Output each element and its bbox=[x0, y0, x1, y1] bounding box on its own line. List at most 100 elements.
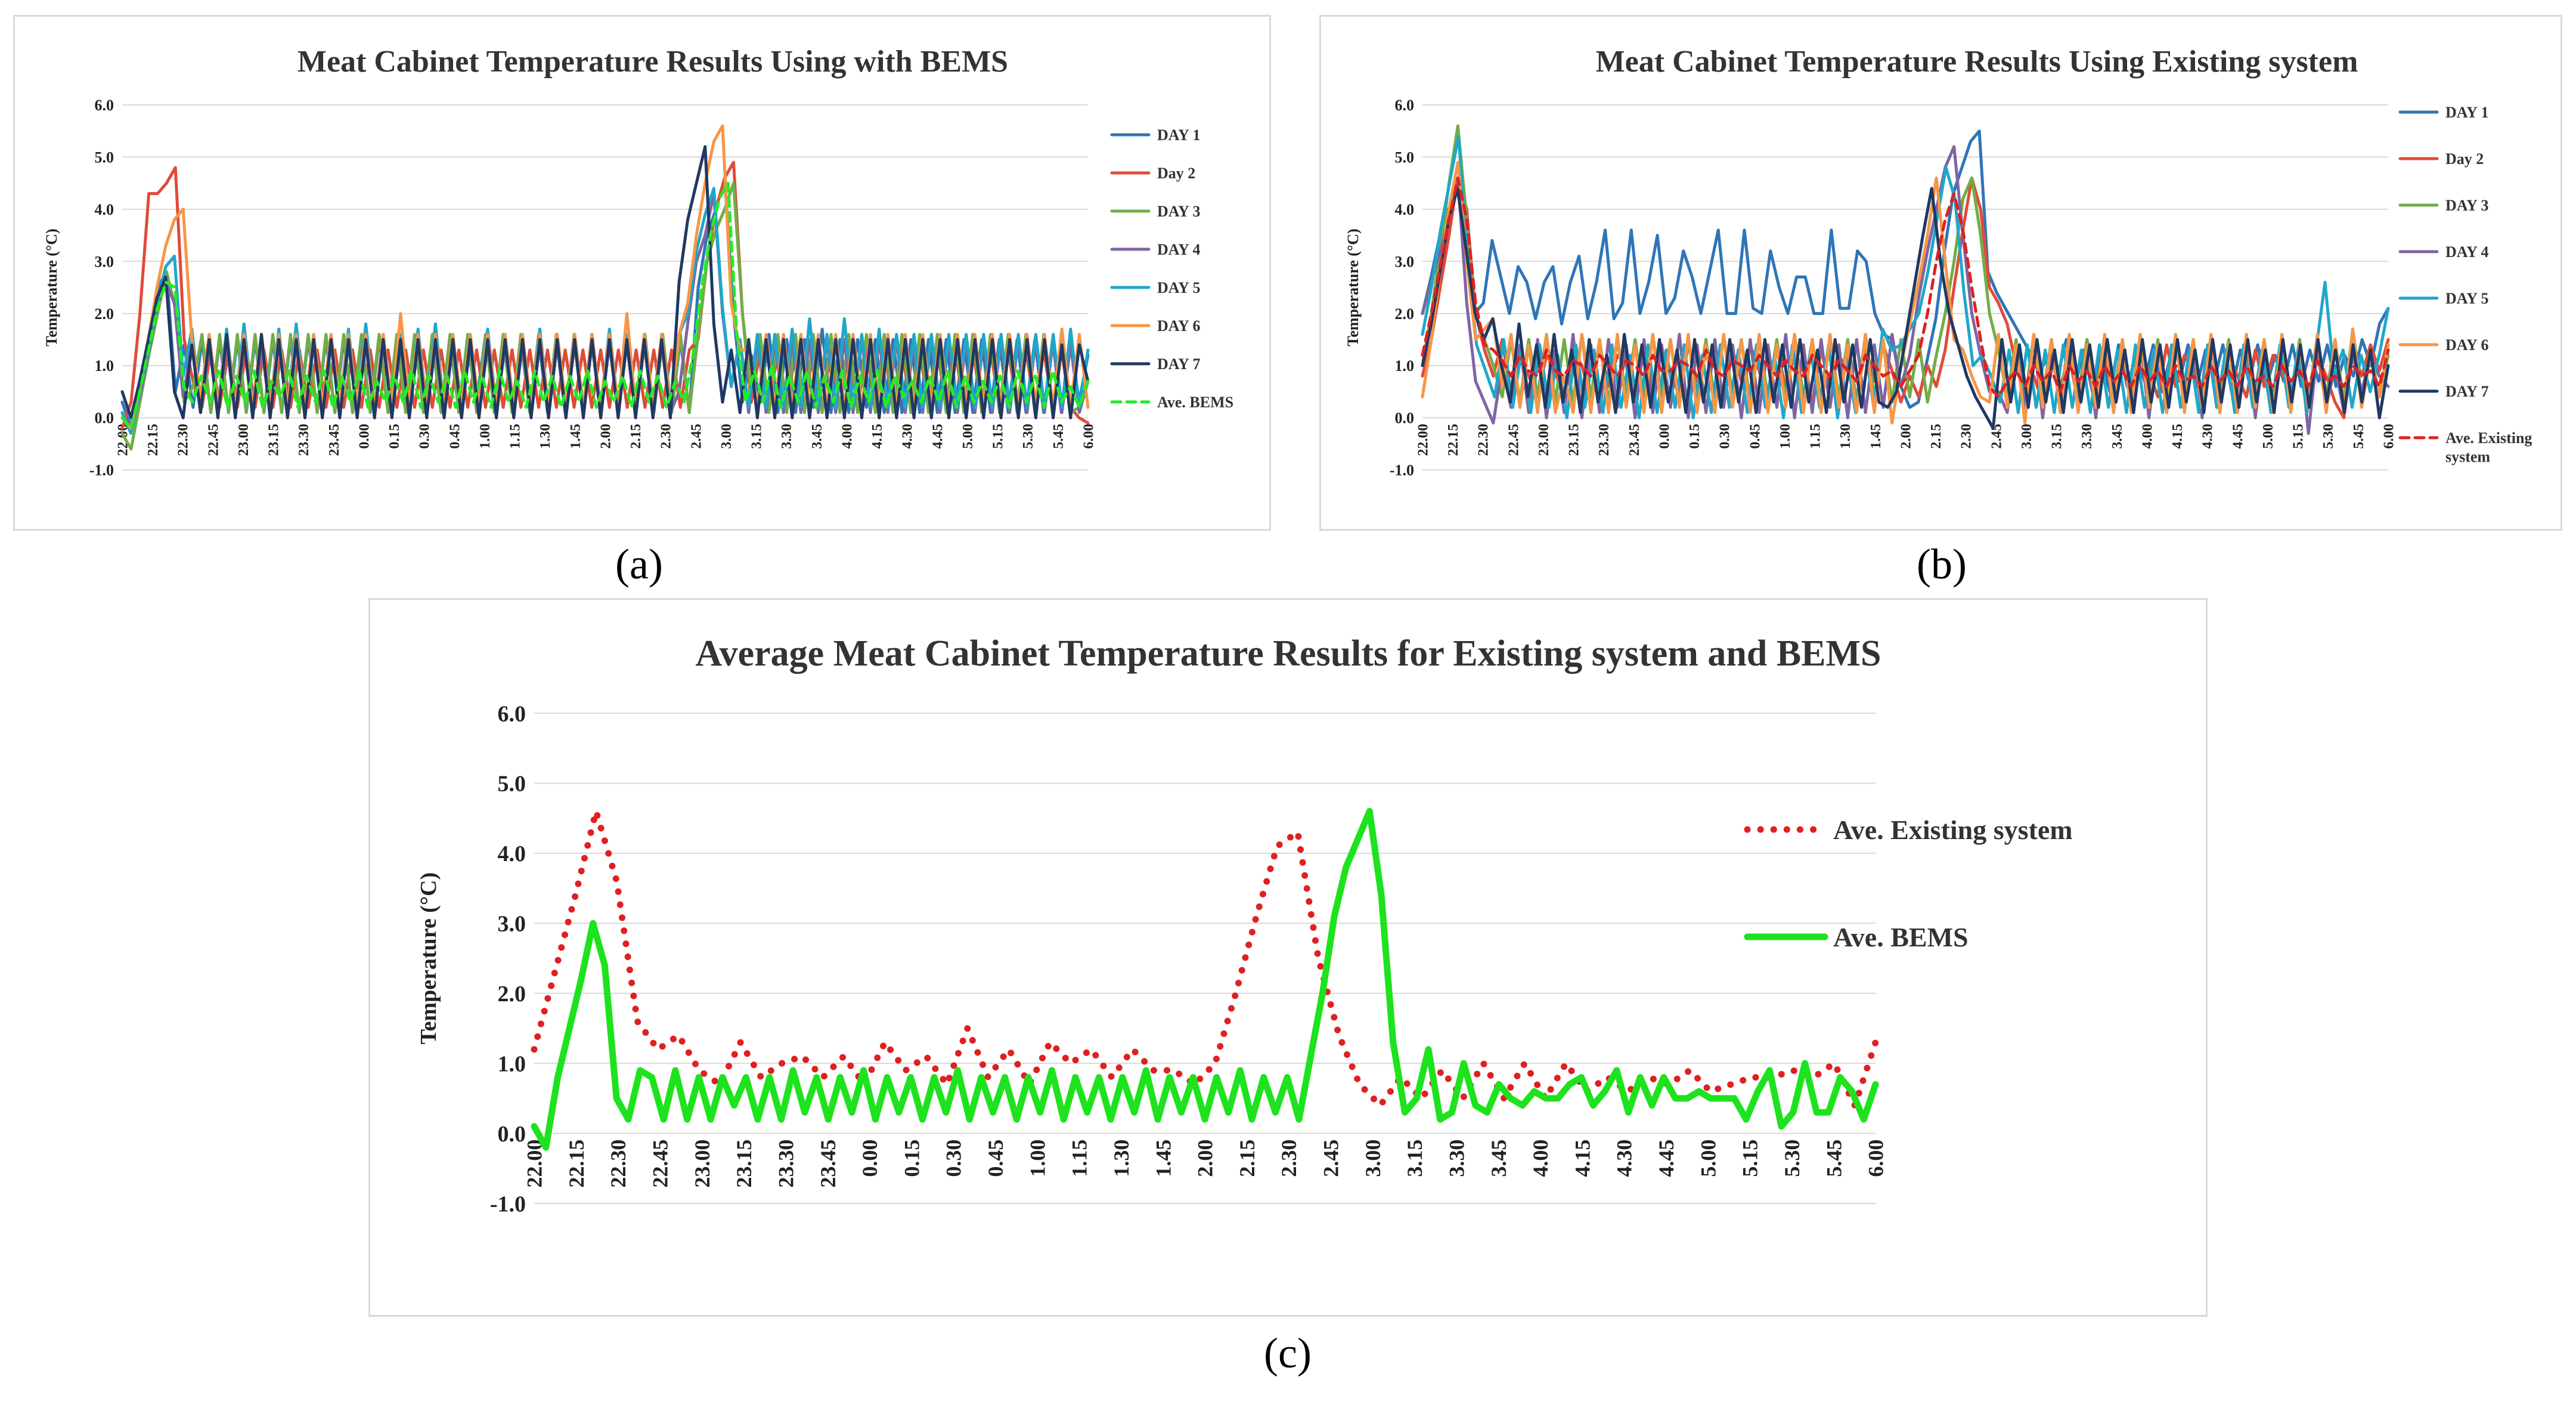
x-tick-label: 22.45 bbox=[1506, 424, 1521, 456]
x-tick-label: 0.00 bbox=[357, 424, 372, 449]
x-tick-label: 0.00 bbox=[858, 1140, 882, 1177]
legend-label: DAY 5 bbox=[2445, 290, 2488, 307]
x-tick-label: 1.00 bbox=[478, 424, 493, 449]
x-tick-label: 0.00 bbox=[1657, 424, 1672, 449]
x-tick-label: 3.15 bbox=[1403, 1140, 1427, 1177]
chart-panel-b: Meat Cabinet Temperature Results Using E… bbox=[1319, 15, 2562, 531]
x-tick-label: 5.45 bbox=[1822, 1140, 1846, 1177]
y-tick-label: 2.0 bbox=[1395, 305, 1415, 323]
legend-label: Day 2 bbox=[2445, 150, 2484, 168]
chart-a-svg: Meat Cabinet Temperature Results Using w… bbox=[43, 45, 1233, 479]
y-tick-label: 2.0 bbox=[95, 305, 114, 323]
x-tick-label: 2.30 bbox=[659, 424, 674, 449]
x-tick-label: 0.30 bbox=[1718, 424, 1733, 449]
y-tick-label: 6.0 bbox=[95, 97, 114, 114]
legend-label: Ave. BEMS bbox=[1157, 394, 1233, 411]
x-tick-label: 23.00 bbox=[1536, 424, 1552, 456]
legend-label: system bbox=[2445, 448, 2490, 465]
x-tick-label: 22.45 bbox=[206, 424, 221, 456]
x-tick-label: 1.30 bbox=[538, 424, 553, 449]
series-line-ave-bems bbox=[120, 181, 1090, 430]
chart-title: Average Meat Cabinet Temperature Results… bbox=[695, 633, 1881, 674]
chart-title: Meat Cabinet Temperature Results Using w… bbox=[297, 45, 1008, 79]
x-tick-label: 23.30 bbox=[296, 424, 312, 456]
x-tick-label: 22.00 bbox=[1415, 424, 1431, 456]
x-tick-label: 3.30 bbox=[1444, 1140, 1468, 1177]
legend-label: DAY 3 bbox=[1157, 203, 1200, 220]
x-tick-label: 0.15 bbox=[387, 424, 402, 449]
x-tick-label: 5.00 bbox=[2261, 424, 2276, 449]
x-tick-label: 1.15 bbox=[1068, 1140, 1092, 1177]
y-tick-label: -1.0 bbox=[1390, 462, 1414, 479]
legend-label: DAY 4 bbox=[1157, 241, 1200, 258]
x-tick-label: 5.45 bbox=[2351, 424, 2367, 449]
series-line-day-3 bbox=[120, 181, 1090, 451]
legend-label: DAY 4 bbox=[2445, 243, 2488, 261]
x-tick-label: 1.45 bbox=[1151, 1140, 1175, 1177]
x-tick-label: 5.15 bbox=[991, 424, 1006, 449]
y-tick-label: 1.0 bbox=[498, 1051, 526, 1076]
x-tick-label: 4.15 bbox=[870, 424, 885, 449]
x-tick-label: 5.30 bbox=[1021, 424, 1036, 449]
x-tick-label: 0.45 bbox=[447, 424, 463, 449]
x-tick-label: 3.30 bbox=[779, 424, 795, 449]
x-tick-label: 4.15 bbox=[2170, 424, 2186, 449]
x-tick-label: 3.15 bbox=[749, 424, 765, 449]
y-tick-label: -1.0 bbox=[490, 1191, 526, 1217]
x-tick-label: 22.30 bbox=[176, 424, 191, 456]
x-tick-label: 23.30 bbox=[774, 1140, 798, 1188]
y-tick-label: 4.0 bbox=[498, 841, 526, 866]
x-tick-label: 5.00 bbox=[960, 424, 976, 449]
x-tick-label: 22.30 bbox=[606, 1140, 630, 1188]
x-tick-label: 2.15 bbox=[1929, 424, 1944, 449]
series-line-day-7 bbox=[120, 145, 1090, 420]
x-tick-label: 6.00 bbox=[1081, 424, 1096, 449]
x-tick-label: 4.15 bbox=[1570, 1140, 1594, 1177]
x-tick-label: 3.30 bbox=[2079, 424, 2095, 449]
chart-title: Meat Cabinet Temperature Results Using E… bbox=[1596, 45, 2358, 79]
x-tick-label: 1.00 bbox=[1025, 1140, 1049, 1177]
y-tick-label: 5.0 bbox=[95, 149, 114, 166]
x-tick-label: 2.00 bbox=[1898, 424, 1914, 449]
x-tick-label: 22.45 bbox=[649, 1140, 672, 1188]
x-tick-label: 3.45 bbox=[810, 424, 825, 449]
x-tick-label: 4.30 bbox=[1613, 1140, 1636, 1177]
y-tick-label: 3.0 bbox=[95, 253, 114, 270]
y-tick-label: 0.0 bbox=[1395, 410, 1415, 427]
x-tick-label: 6.00 bbox=[1864, 1140, 1888, 1177]
legend-label: Ave. BEMS bbox=[1833, 922, 1969, 952]
y-tick-label: 0.0 bbox=[498, 1122, 526, 1147]
x-tick-label: 22.15 bbox=[145, 424, 161, 456]
x-tick-label: 3.45 bbox=[1487, 1140, 1511, 1177]
x-tick-label: 4.45 bbox=[930, 424, 946, 449]
legend-label: DAY 6 bbox=[1157, 317, 1200, 335]
x-tick-label: 1.30 bbox=[1109, 1140, 1133, 1177]
legend-label: DAY 7 bbox=[2445, 383, 2488, 400]
legend-label: DAY 1 bbox=[1157, 126, 1200, 144]
x-tick-label: 2.45 bbox=[1319, 1140, 1343, 1177]
x-tick-label: 2.00 bbox=[598, 424, 613, 449]
chart-panel-a: Meat Cabinet Temperature Results Using w… bbox=[13, 15, 1271, 531]
series-line-ave-bems bbox=[531, 807, 1879, 1151]
chart-c-svg: Average Meat Cabinet Temperature Results… bbox=[416, 633, 2073, 1217]
y-tick-label: 4.0 bbox=[1395, 201, 1415, 218]
legend-label: DAY 3 bbox=[2445, 197, 2488, 214]
y-axis-label: Temperature (°C) bbox=[43, 228, 60, 346]
x-tick-label: 2.15 bbox=[1235, 1140, 1259, 1177]
y-axis-label: Temperature (°C) bbox=[1344, 228, 1362, 346]
x-tick-label: 2.45 bbox=[689, 424, 704, 449]
x-tick-label: 4.00 bbox=[2140, 424, 2155, 449]
y-tick-label: 5.0 bbox=[498, 772, 526, 797]
x-tick-label: 3.15 bbox=[2050, 424, 2065, 449]
x-tick-label: 5.15 bbox=[2291, 424, 2307, 449]
legend-label: DAY 1 bbox=[2445, 104, 2488, 121]
y-tick-label: 0.0 bbox=[95, 410, 114, 427]
y-tick-label: 2.0 bbox=[498, 982, 526, 1007]
x-tick-label: 3.00 bbox=[1361, 1140, 1385, 1177]
x-tick-label: 0.15 bbox=[1687, 424, 1703, 449]
x-tick-label: 4.30 bbox=[900, 424, 916, 449]
x-tick-label: 0.45 bbox=[1747, 424, 1763, 449]
legend-label: Ave. Existing system bbox=[1833, 815, 2073, 845]
y-tick-label: 1.0 bbox=[1395, 357, 1415, 375]
x-tick-label: 4.45 bbox=[1654, 1140, 1678, 1177]
